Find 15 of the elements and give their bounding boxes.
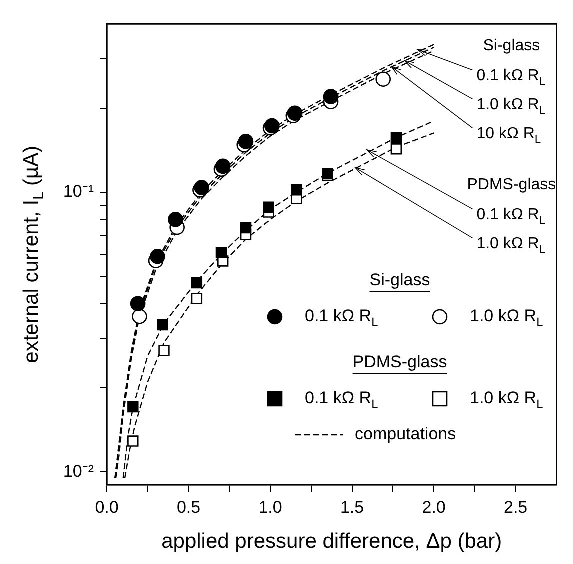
x-tick-label: 2.5 [504,498,528,517]
x-tick-label: 1.5 [340,498,364,517]
x-tick-label: 1.0 [258,498,282,517]
annotation: PDMS-glass [467,176,556,194]
y-tick-label: 10⁻² [63,462,94,481]
y-tick-label: 10⁻¹ [63,182,94,202]
x-axis-title: applied pressure difference, Δp (bar) [162,530,502,553]
y-axis-title: external current, IL (µA) [20,146,48,364]
annotation: Si-glass [483,38,540,55]
x-tick-label: 0.5 [176,498,201,517]
annotation: PDMS-glass [352,352,448,372]
annotation: Si-glass [370,270,430,290]
x-tick-label: 2.0 [422,498,446,517]
legend-label: computations [355,424,456,444]
x-tick-label: 0.0 [95,498,119,517]
